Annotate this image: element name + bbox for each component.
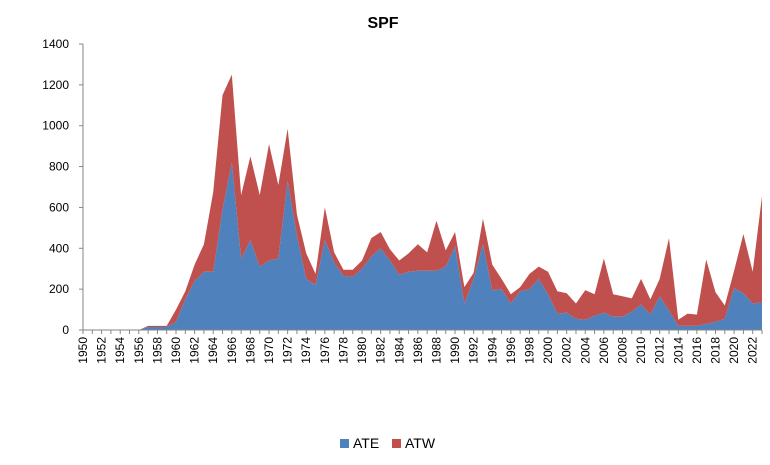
x-tick-label: 2006 bbox=[597, 337, 611, 364]
x-tick-label: 1982 bbox=[374, 337, 388, 364]
chart-title: SPF bbox=[367, 15, 398, 32]
y-tick-label: 1200 bbox=[42, 78, 69, 92]
x-tick-label: 2000 bbox=[541, 337, 555, 364]
x-tick-label: 1998 bbox=[522, 337, 536, 364]
y-tick-label: 600 bbox=[49, 200, 69, 214]
x-tick-label: 2020 bbox=[727, 337, 741, 364]
series-area-atw bbox=[83, 74, 762, 330]
x-tick-label: 2018 bbox=[708, 337, 722, 364]
x-tick-label: 1974 bbox=[299, 337, 313, 364]
x-tick-label: 1966 bbox=[225, 337, 239, 364]
x-tick-label: 1972 bbox=[281, 337, 295, 364]
x-tick-label: 1950 bbox=[76, 337, 90, 364]
x-tick-label: 2004 bbox=[578, 337, 592, 364]
x-axis: 1950 1952 1954 1956 1958 1960 1962 1964 1966 1968… bbox=[76, 329, 763, 364]
x-tick-label: 1958 bbox=[150, 337, 164, 364]
x-tick-label: 1952 bbox=[95, 337, 109, 364]
x-tick-label: 1956 bbox=[132, 337, 146, 364]
x-tick-label: 1990 bbox=[448, 337, 462, 364]
plot-area bbox=[83, 74, 762, 330]
y-axis: 0 200 400 600 800 1000 1200 1400 bbox=[42, 37, 84, 337]
x-tick-label: 2012 bbox=[653, 337, 667, 364]
x-tick-label: 2002 bbox=[560, 337, 574, 364]
y-tick-label: 1000 bbox=[42, 119, 69, 133]
legend-label-ate: ATE bbox=[353, 435, 379, 451]
y-tick-label: 400 bbox=[49, 241, 69, 255]
x-tick-label: 1992 bbox=[467, 337, 481, 364]
x-tick-label: 2008 bbox=[615, 337, 629, 364]
legend: ATE ATW bbox=[340, 435, 436, 451]
x-tick-label: 1980 bbox=[355, 337, 369, 364]
x-tick-label: 1996 bbox=[504, 337, 518, 364]
x-tick-label: 1968 bbox=[243, 337, 257, 364]
x-tick-label: 2010 bbox=[634, 337, 648, 364]
x-tick-label: 1994 bbox=[485, 337, 499, 364]
x-tick-label: 1978 bbox=[336, 337, 350, 364]
legend-swatch-ate bbox=[340, 439, 349, 448]
x-tick-label: 1964 bbox=[206, 337, 220, 364]
y-tick-label: 1400 bbox=[42, 37, 69, 51]
x-tick-label: 2014 bbox=[671, 337, 685, 364]
x-tick-label: 1984 bbox=[392, 337, 406, 364]
x-tick-label: 1962 bbox=[188, 337, 202, 364]
y-tick-label: 800 bbox=[49, 160, 69, 174]
y-tick-label: 200 bbox=[49, 282, 69, 296]
legend-label-atw: ATW bbox=[405, 435, 436, 451]
x-tick-label: 2022 bbox=[746, 337, 760, 364]
series-area-ate bbox=[83, 162, 762, 330]
x-tick-label: 1988 bbox=[429, 337, 443, 364]
x-tick-label: 2016 bbox=[690, 337, 704, 364]
x-tick-label: 1986 bbox=[411, 337, 425, 364]
y-tick-label: 0 bbox=[62, 323, 69, 337]
legend-swatch-atw bbox=[392, 439, 401, 448]
x-tick-label: 1976 bbox=[318, 337, 332, 364]
x-tick-label: 1954 bbox=[113, 337, 127, 364]
x-tick-label: 1960 bbox=[169, 337, 183, 364]
x-tick-label: 1970 bbox=[262, 337, 276, 364]
